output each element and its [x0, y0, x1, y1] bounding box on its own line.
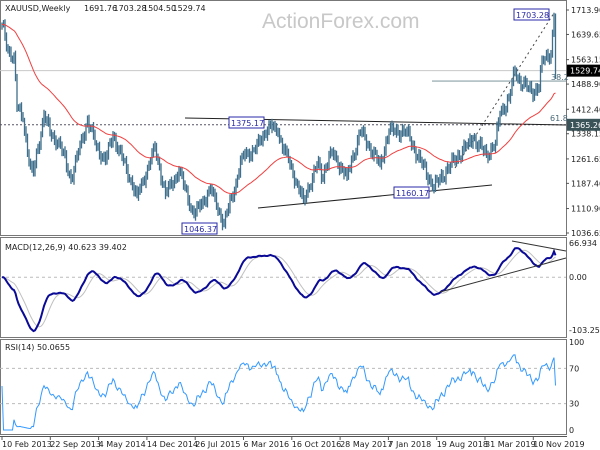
rsi-line	[1, 354, 556, 431]
macd-signal-line	[1, 249, 556, 328]
x-tick-label: 26 Jul 2015	[195, 440, 240, 449]
x-tick-label: 31 Mar 2019	[485, 440, 536, 449]
rsi-tick-label: 100	[569, 338, 584, 347]
y-tick-label: 1563.15	[571, 56, 600, 65]
rsi-panel-frame	[0, 339, 567, 435]
y-tick-label: 1187.40	[571, 179, 600, 188]
macd-tick-label: -103.255	[569, 326, 600, 335]
y-tick-label: 1639.65	[571, 30, 600, 39]
x-tick-label: 7 Jan 2018	[388, 440, 431, 449]
macd-label: MACD(12,26,9) 40.623 39.402	[5, 243, 127, 252]
current-price-tag: 1529.74	[570, 67, 600, 76]
level-price-tag: 1365.26	[570, 121, 600, 130]
x-tick-label: 6 Mar 2016	[244, 440, 290, 449]
macd-panel-frame	[0, 237, 567, 338]
ohlc-value: 1691.76	[84, 4, 117, 13]
rsi-tick-label: 70	[569, 364, 579, 373]
price-annotation-box	[393, 186, 430, 199]
x-tick-label: 28 May 2017	[340, 440, 392, 449]
current-price-tag-bg	[567, 64, 600, 77]
level-price-tag-bg	[567, 118, 600, 131]
price-annotation-box	[181, 222, 218, 235]
macd-lower-trendline	[439, 257, 567, 293]
macd-tick-label: 66.934	[569, 239, 597, 248]
macd-line	[1, 247, 557, 333]
y-tick-label: 1713.90	[571, 6, 600, 15]
fib-61-8-label: 61.8	[550, 114, 568, 123]
ohlc-value: 1703.28	[114, 4, 147, 13]
ohlc-value: 1529.74	[173, 4, 206, 13]
price-annotation: 1160.17	[396, 189, 429, 198]
x-tick-label: 4 May 2014	[99, 440, 146, 449]
main-panel-frame	[0, 0, 567, 236]
rsi-tick-label: 0	[569, 426, 574, 435]
y-tick-label: 1036.65	[571, 229, 600, 238]
y-tick-label: 1412.40	[571, 105, 600, 114]
x-tick-label: 14 Dec 2014	[147, 440, 198, 449]
moving-average-line	[1, 23, 556, 195]
chart-title: XAUUSD,Weekly	[5, 4, 71, 13]
rsi-label: RSI(14) 50.0655	[5, 343, 70, 352]
price-annotation-box	[228, 116, 265, 129]
x-tick-label: 22 Sep 2013	[50, 440, 101, 449]
price-annotation: 1703.28	[516, 11, 549, 20]
x-tick-label: 19 Aug 2018	[437, 440, 488, 449]
watermark: ActionForex.com	[262, 10, 420, 33]
macd-tick-label: 0.00	[569, 273, 587, 282]
x-tick-label: 10 Nov 2019	[533, 440, 584, 449]
price-annotation: 1046.37	[184, 225, 217, 234]
price-annotation-box	[513, 8, 550, 21]
x-tick-label: 10 Feb 2013	[2, 440, 52, 449]
y-tick-label: 1110.90	[571, 205, 600, 214]
fib-38-2-label: 38.2	[551, 73, 569, 82]
y-tick-label: 1488.90	[571, 80, 600, 89]
x-tick-label: 16 Oct 2016	[292, 440, 341, 449]
support-trendline	[257, 184, 493, 209]
ohlc-value: 1504.50	[143, 4, 176, 13]
rsi-tick-label: 30	[569, 400, 579, 409]
price-annotation: 1375.17	[231, 119, 264, 128]
y-tick-label: 1338.15	[571, 130, 600, 139]
y-tick-label: 1261.65	[571, 155, 600, 164]
macd-upper-trendline	[511, 240, 567, 252]
